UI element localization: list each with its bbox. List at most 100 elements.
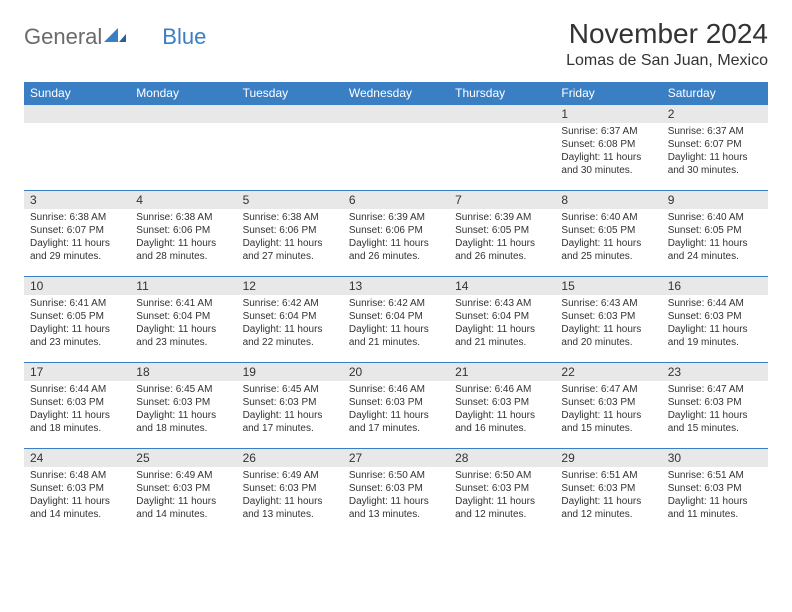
calendar-day-cell <box>343 105 449 191</box>
sunset-text: Sunset: 6:03 PM <box>243 396 337 409</box>
sunrise-text: Sunrise: 6:44 AM <box>30 383 124 396</box>
day-number: 4 <box>130 191 236 209</box>
logo-word1: General <box>24 24 102 50</box>
daylight-text: Daylight: 11 hours and 27 minutes. <box>243 237 337 263</box>
sunset-text: Sunset: 6:03 PM <box>30 482 124 495</box>
calendar-day-cell: 19Sunrise: 6:45 AMSunset: 6:03 PMDayligh… <box>237 363 343 449</box>
calendar-day-cell: 25Sunrise: 6:49 AMSunset: 6:03 PMDayligh… <box>130 449 236 535</box>
day-details: Sunrise: 6:50 AMSunset: 6:03 PMDaylight:… <box>449 467 555 525</box>
sunrise-text: Sunrise: 6:43 AM <box>561 297 655 310</box>
daylight-text: Daylight: 11 hours and 15 minutes. <box>668 409 762 435</box>
day-number: 30 <box>662 449 768 467</box>
day-number: 28 <box>449 449 555 467</box>
day-header: Tuesday <box>237 82 343 105</box>
calendar-day-cell: 5Sunrise: 6:38 AMSunset: 6:06 PMDaylight… <box>237 191 343 277</box>
day-number: 26 <box>237 449 343 467</box>
day-number: 20 <box>343 363 449 381</box>
calendar-day-cell: 21Sunrise: 6:46 AMSunset: 6:03 PMDayligh… <box>449 363 555 449</box>
sunset-text: Sunset: 6:06 PM <box>243 224 337 237</box>
sunset-text: Sunset: 6:04 PM <box>455 310 549 323</box>
daylight-text: Daylight: 11 hours and 26 minutes. <box>349 237 443 263</box>
daylight-text: Daylight: 11 hours and 26 minutes. <box>455 237 549 263</box>
sunset-text: Sunset: 6:03 PM <box>668 310 762 323</box>
day-details: Sunrise: 6:40 AMSunset: 6:05 PMDaylight:… <box>555 209 661 267</box>
daylight-text: Daylight: 11 hours and 25 minutes. <box>561 237 655 263</box>
calendar-day-cell: 1Sunrise: 6:37 AMSunset: 6:08 PMDaylight… <box>555 105 661 191</box>
calendar-day-cell <box>130 105 236 191</box>
sunset-text: Sunset: 6:07 PM <box>30 224 124 237</box>
day-number: 3 <box>24 191 130 209</box>
sunrise-text: Sunrise: 6:43 AM <box>455 297 549 310</box>
day-number-empty <box>130 105 236 123</box>
calendar-day-cell: 29Sunrise: 6:51 AMSunset: 6:03 PMDayligh… <box>555 449 661 535</box>
day-details: Sunrise: 6:38 AMSunset: 6:07 PMDaylight:… <box>24 209 130 267</box>
day-number: 29 <box>555 449 661 467</box>
page-header: General Blue November 2024 Lomas de San … <box>24 18 768 70</box>
daylight-text: Daylight: 11 hours and 23 minutes. <box>30 323 124 349</box>
day-number: 16 <box>662 277 768 295</box>
daylight-text: Daylight: 11 hours and 12 minutes. <box>455 495 549 521</box>
daylight-text: Daylight: 11 hours and 16 minutes. <box>455 409 549 435</box>
daylight-text: Daylight: 11 hours and 21 minutes. <box>349 323 443 349</box>
daylight-text: Daylight: 11 hours and 13 minutes. <box>243 495 337 521</box>
calendar-day-cell <box>24 105 130 191</box>
calendar-day-cell: 11Sunrise: 6:41 AMSunset: 6:04 PMDayligh… <box>130 277 236 363</box>
day-details: Sunrise: 6:38 AMSunset: 6:06 PMDaylight:… <box>130 209 236 267</box>
calendar-day-cell <box>237 105 343 191</box>
calendar-week-row: 17Sunrise: 6:44 AMSunset: 6:03 PMDayligh… <box>24 363 768 449</box>
daylight-text: Daylight: 11 hours and 29 minutes. <box>30 237 124 263</box>
month-title: November 2024 <box>566 18 768 50</box>
title-block: November 2024 Lomas de San Juan, Mexico <box>566 18 768 70</box>
calendar-week-row: 24Sunrise: 6:48 AMSunset: 6:03 PMDayligh… <box>24 449 768 535</box>
daylight-text: Daylight: 11 hours and 13 minutes. <box>349 495 443 521</box>
sunset-text: Sunset: 6:03 PM <box>349 482 443 495</box>
day-header: Sunday <box>24 82 130 105</box>
calendar-day-cell: 4Sunrise: 6:38 AMSunset: 6:06 PMDaylight… <box>130 191 236 277</box>
sunset-text: Sunset: 6:05 PM <box>561 224 655 237</box>
sunset-text: Sunset: 6:03 PM <box>561 482 655 495</box>
sunset-text: Sunset: 6:03 PM <box>455 482 549 495</box>
sunrise-text: Sunrise: 6:40 AM <box>668 211 762 224</box>
sunset-text: Sunset: 6:04 PM <box>349 310 443 323</box>
sunrise-text: Sunrise: 6:47 AM <box>561 383 655 396</box>
sunrise-text: Sunrise: 6:50 AM <box>349 469 443 482</box>
day-header-row: Sunday Monday Tuesday Wednesday Thursday… <box>24 82 768 105</box>
day-number: 25 <box>130 449 236 467</box>
sunrise-text: Sunrise: 6:49 AM <box>136 469 230 482</box>
day-details: Sunrise: 6:45 AMSunset: 6:03 PMDaylight:… <box>237 381 343 439</box>
day-number: 2 <box>662 105 768 123</box>
sunset-text: Sunset: 6:06 PM <box>136 224 230 237</box>
sunset-text: Sunset: 6:03 PM <box>668 482 762 495</box>
day-header: Saturday <box>662 82 768 105</box>
calendar-week-row: 1Sunrise: 6:37 AMSunset: 6:08 PMDaylight… <box>24 105 768 191</box>
sunrise-text: Sunrise: 6:37 AM <box>668 125 762 138</box>
sunset-text: Sunset: 6:03 PM <box>455 396 549 409</box>
calendar-day-cell: 3Sunrise: 6:38 AMSunset: 6:07 PMDaylight… <box>24 191 130 277</box>
calendar-day-cell: 2Sunrise: 6:37 AMSunset: 6:07 PMDaylight… <box>662 105 768 191</box>
calendar-day-cell: 14Sunrise: 6:43 AMSunset: 6:04 PMDayligh… <box>449 277 555 363</box>
sunset-text: Sunset: 6:05 PM <box>455 224 549 237</box>
day-number: 9 <box>662 191 768 209</box>
daylight-text: Daylight: 11 hours and 23 minutes. <box>136 323 230 349</box>
day-details: Sunrise: 6:43 AMSunset: 6:03 PMDaylight:… <box>555 295 661 353</box>
day-number: 7 <box>449 191 555 209</box>
calendar-day-cell: 28Sunrise: 6:50 AMSunset: 6:03 PMDayligh… <box>449 449 555 535</box>
logo: General Blue <box>24 24 206 50</box>
daylight-text: Daylight: 11 hours and 28 minutes. <box>136 237 230 263</box>
calendar-day-cell: 8Sunrise: 6:40 AMSunset: 6:05 PMDaylight… <box>555 191 661 277</box>
day-details: Sunrise: 6:51 AMSunset: 6:03 PMDaylight:… <box>662 467 768 525</box>
day-details: Sunrise: 6:41 AMSunset: 6:04 PMDaylight:… <box>130 295 236 353</box>
daylight-text: Daylight: 11 hours and 12 minutes. <box>561 495 655 521</box>
day-number: 6 <box>343 191 449 209</box>
day-details: Sunrise: 6:41 AMSunset: 6:05 PMDaylight:… <box>24 295 130 353</box>
day-number: 24 <box>24 449 130 467</box>
day-number: 18 <box>130 363 236 381</box>
day-details: Sunrise: 6:44 AMSunset: 6:03 PMDaylight:… <box>24 381 130 439</box>
day-number: 23 <box>662 363 768 381</box>
sunrise-text: Sunrise: 6:37 AM <box>561 125 655 138</box>
sunrise-text: Sunrise: 6:42 AM <box>349 297 443 310</box>
calendar-day-cell <box>449 105 555 191</box>
sunrise-text: Sunrise: 6:45 AM <box>136 383 230 396</box>
sunset-text: Sunset: 6:08 PM <box>561 138 655 151</box>
calendar-day-cell: 24Sunrise: 6:48 AMSunset: 6:03 PMDayligh… <box>24 449 130 535</box>
